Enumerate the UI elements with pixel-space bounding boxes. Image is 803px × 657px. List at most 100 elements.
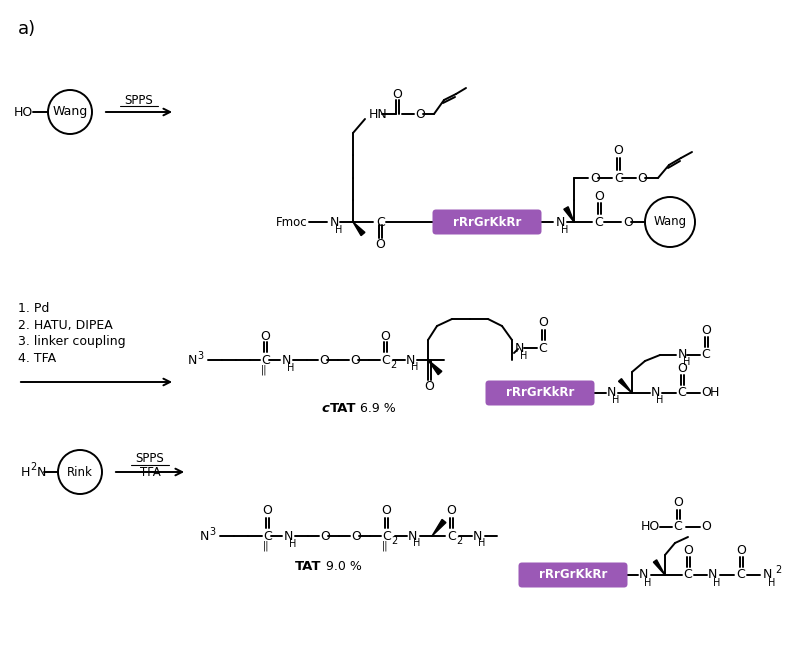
Text: 1. Pd: 1. Pd: [18, 302, 49, 315]
FancyBboxPatch shape: [485, 380, 593, 405]
Circle shape: [48, 90, 92, 134]
Text: rRrGrKkRr: rRrGrKkRr: [505, 386, 573, 399]
Text: C: C: [376, 215, 385, 229]
Text: N: N: [188, 353, 197, 367]
Text: N: N: [515, 342, 524, 355]
Text: N: N: [200, 530, 209, 543]
FancyBboxPatch shape: [432, 210, 541, 235]
Text: N: N: [282, 353, 291, 367]
Text: O: O: [593, 191, 603, 204]
Text: C: C: [735, 568, 744, 581]
Text: ||: ||: [263, 541, 269, 551]
Text: H: H: [643, 578, 650, 588]
Text: C: C: [537, 342, 546, 355]
Text: C: C: [613, 171, 622, 185]
Text: SPPS: SPPS: [136, 453, 164, 466]
Text: O: O: [423, 380, 434, 394]
Text: 3: 3: [197, 351, 203, 361]
Text: O: O: [351, 530, 361, 543]
Polygon shape: [618, 378, 631, 393]
Text: H: H: [709, 386, 719, 399]
Text: 2: 2: [455, 536, 462, 546]
Polygon shape: [431, 520, 446, 536]
Text: N: N: [707, 568, 716, 581]
Text: O: O: [636, 171, 646, 185]
Polygon shape: [653, 560, 664, 575]
Text: rRrGrKkRr: rRrGrKkRr: [452, 215, 520, 229]
Text: O: O: [613, 145, 622, 158]
Text: O: O: [700, 520, 710, 533]
Text: H: H: [560, 225, 568, 235]
Polygon shape: [563, 207, 573, 222]
Text: 2: 2: [774, 565, 781, 575]
Text: C: C: [381, 353, 389, 367]
Text: O: O: [262, 505, 271, 518]
Text: O: O: [381, 505, 390, 518]
Text: H: H: [21, 466, 30, 478]
Polygon shape: [427, 360, 442, 374]
Text: 2. HATU, DIPEA: 2. HATU, DIPEA: [18, 319, 112, 332]
Text: O: O: [683, 543, 692, 556]
Text: Wang: Wang: [653, 215, 686, 229]
Text: N: N: [650, 386, 659, 399]
Text: rRrGrKkRr: rRrGrKkRr: [538, 568, 606, 581]
Text: TAT: TAT: [329, 401, 356, 415]
Text: N: N: [638, 568, 647, 581]
Text: N: N: [677, 348, 687, 361]
Text: N: N: [472, 530, 482, 543]
Text: Fmoc: Fmoc: [276, 215, 308, 229]
FancyBboxPatch shape: [518, 562, 626, 587]
Text: N: N: [329, 215, 339, 229]
Text: C: C: [676, 386, 685, 399]
Polygon shape: [353, 222, 365, 236]
Text: H: H: [287, 363, 294, 373]
Text: 6.9 %: 6.9 %: [360, 401, 395, 415]
Text: O: O: [537, 317, 548, 330]
Text: 2: 2: [390, 536, 397, 546]
Text: ||: ||: [381, 541, 388, 551]
Text: H: H: [611, 395, 618, 405]
Text: Wang: Wang: [52, 106, 88, 118]
Circle shape: [644, 197, 694, 247]
Text: C: C: [446, 530, 455, 543]
Text: Rink: Rink: [67, 466, 93, 478]
Text: O: O: [676, 361, 686, 374]
Text: O: O: [446, 505, 455, 518]
Text: 3: 3: [209, 527, 215, 537]
Text: 9.0 %: 9.0 %: [325, 560, 361, 572]
Text: N: N: [606, 386, 616, 399]
Text: N: N: [407, 530, 417, 543]
Text: H: H: [410, 362, 418, 372]
Text: O: O: [700, 386, 710, 399]
Text: C: C: [683, 568, 691, 581]
Text: H: H: [413, 538, 420, 548]
Text: c: c: [321, 401, 329, 415]
Text: a): a): [18, 20, 36, 38]
Text: C: C: [381, 530, 390, 543]
Text: TFA: TFA: [140, 466, 160, 480]
Text: C: C: [261, 353, 270, 367]
Text: H: H: [335, 225, 342, 235]
Text: O: O: [320, 530, 329, 543]
Text: O: O: [349, 353, 360, 367]
Text: N: N: [762, 568, 772, 581]
Text: HN: HN: [369, 108, 387, 120]
Text: N: N: [406, 353, 415, 367]
Text: 3. linker coupling: 3. linker coupling: [18, 336, 125, 348]
Text: TAT: TAT: [295, 560, 321, 572]
Text: N: N: [283, 530, 293, 543]
Text: C: C: [593, 215, 602, 229]
Text: H: H: [655, 395, 662, 405]
Text: C: C: [672, 520, 681, 533]
Text: ||: ||: [260, 365, 267, 375]
Text: N: N: [556, 215, 565, 229]
Text: H: H: [520, 351, 527, 361]
Text: O: O: [414, 108, 424, 120]
Text: N: N: [37, 466, 47, 478]
Text: O: O: [380, 330, 389, 342]
Text: O: O: [672, 497, 682, 509]
Text: 4. TFA: 4. TFA: [18, 353, 56, 365]
Text: HO: HO: [640, 520, 659, 533]
Text: O: O: [589, 171, 599, 185]
Text: O: O: [622, 215, 632, 229]
